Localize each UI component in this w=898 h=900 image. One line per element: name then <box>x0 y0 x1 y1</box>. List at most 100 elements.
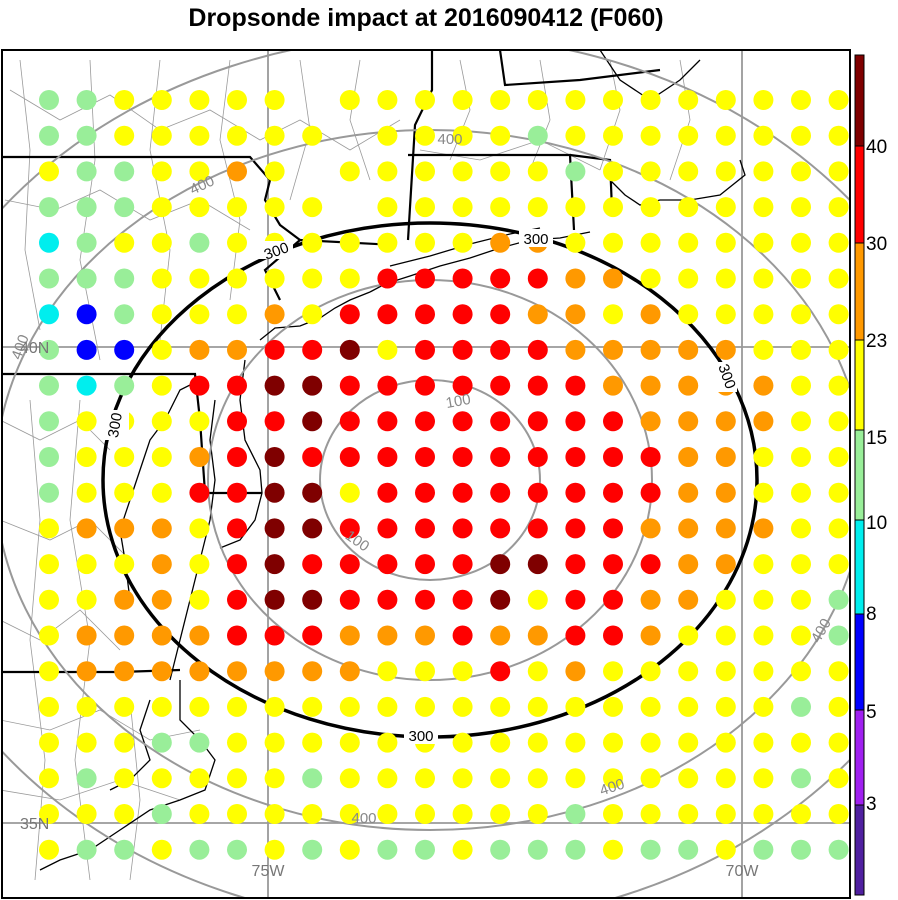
station-dot <box>603 661 623 682</box>
station-dot <box>415 90 435 110</box>
station-dot <box>490 161 511 182</box>
station-dot <box>753 375 774 396</box>
station-dot <box>189 839 210 860</box>
station-dot <box>452 304 473 325</box>
station-dot <box>227 90 247 110</box>
station-dot <box>339 90 360 110</box>
station-dot <box>39 411 59 432</box>
station-dot <box>377 90 398 110</box>
station-dot <box>415 661 435 682</box>
station-dot <box>753 125 774 146</box>
station-dot <box>753 804 774 824</box>
station-dot <box>753 589 774 610</box>
station-dot <box>715 482 736 503</box>
station-dot <box>76 197 97 218</box>
station-dot <box>227 661 247 682</box>
station-dot <box>640 482 661 503</box>
station-dot <box>415 411 435 432</box>
chart-title: Dropsonde impact at 2016090412 (F060) <box>188 4 664 32</box>
station-dot <box>39 518 59 539</box>
station-dot <box>791 90 811 110</box>
station-dot <box>565 839 586 860</box>
station-dot <box>753 339 774 360</box>
station-dot <box>490 447 511 467</box>
station-dot <box>452 411 473 432</box>
station-dot <box>527 411 548 432</box>
station-dot <box>76 482 97 503</box>
station-dot <box>264 197 285 218</box>
station-dot <box>753 768 774 789</box>
station-dot <box>640 554 661 575</box>
station-dot <box>302 411 323 432</box>
station-dot <box>264 625 285 646</box>
station-dot <box>302 732 323 753</box>
contour-label-400: 400 <box>598 776 627 800</box>
station-dot <box>39 90 59 110</box>
station-dot <box>490 518 511 539</box>
station-dot <box>339 161 360 182</box>
station-dot <box>753 625 774 646</box>
station-dot <box>227 339 247 360</box>
station-dot <box>791 161 811 182</box>
station-dot <box>791 518 811 539</box>
station-dot <box>828 161 849 182</box>
station-dot <box>490 232 511 253</box>
station-dot <box>189 411 210 432</box>
station-dot <box>791 482 811 503</box>
station-dot <box>452 161 473 182</box>
station-dot <box>828 125 849 146</box>
colorbar-box <box>854 519 865 615</box>
station-dot <box>678 447 699 467</box>
station-dot <box>339 732 360 753</box>
station-dot <box>828 339 849 360</box>
station-dot <box>753 161 774 182</box>
station-dot <box>227 304 247 325</box>
station-dot <box>264 375 285 396</box>
station-dot <box>490 696 511 717</box>
station-dot <box>603 554 623 575</box>
colorbar-box <box>854 339 865 431</box>
station-dot <box>828 768 849 789</box>
station-dot <box>828 375 849 396</box>
station-dot <box>189 268 210 289</box>
station-dot <box>415 554 435 575</box>
station-dot <box>76 447 97 467</box>
station-dot <box>339 339 360 360</box>
station-dot <box>189 732 210 753</box>
station-dot <box>828 732 849 753</box>
station-dot <box>227 589 247 610</box>
colorbar-box <box>854 804 865 896</box>
station-dot <box>791 411 811 432</box>
station-dot <box>76 339 97 360</box>
station-dot <box>828 447 849 467</box>
station-dot <box>753 554 774 575</box>
station-dot <box>151 589 172 610</box>
lat-label-35n: 35N <box>20 816 49 833</box>
station-dot <box>791 197 811 218</box>
station-dot <box>227 375 247 396</box>
station-dot <box>377 589 398 610</box>
station-dot <box>527 161 548 182</box>
station-dot <box>715 625 736 646</box>
station-dot <box>302 197 323 218</box>
station-dot <box>151 625 172 646</box>
station-dot <box>640 268 661 289</box>
station-dot <box>264 161 285 182</box>
station-dot <box>377 768 398 789</box>
station-dot <box>302 232 323 253</box>
station-dot <box>828 696 849 717</box>
station-dot <box>640 518 661 539</box>
station-dot <box>302 375 323 396</box>
station-dot <box>527 304 548 325</box>
station-dot <box>415 589 435 610</box>
station-dot <box>715 661 736 682</box>
station-dot <box>189 804 210 824</box>
station-dot <box>565 339 586 360</box>
station-dot <box>76 696 97 717</box>
station-dot <box>715 589 736 610</box>
station-dot <box>415 197 435 218</box>
station-dot <box>640 625 661 646</box>
station-dot <box>527 197 548 218</box>
station-dot <box>527 554 548 575</box>
station-dot <box>264 804 285 824</box>
